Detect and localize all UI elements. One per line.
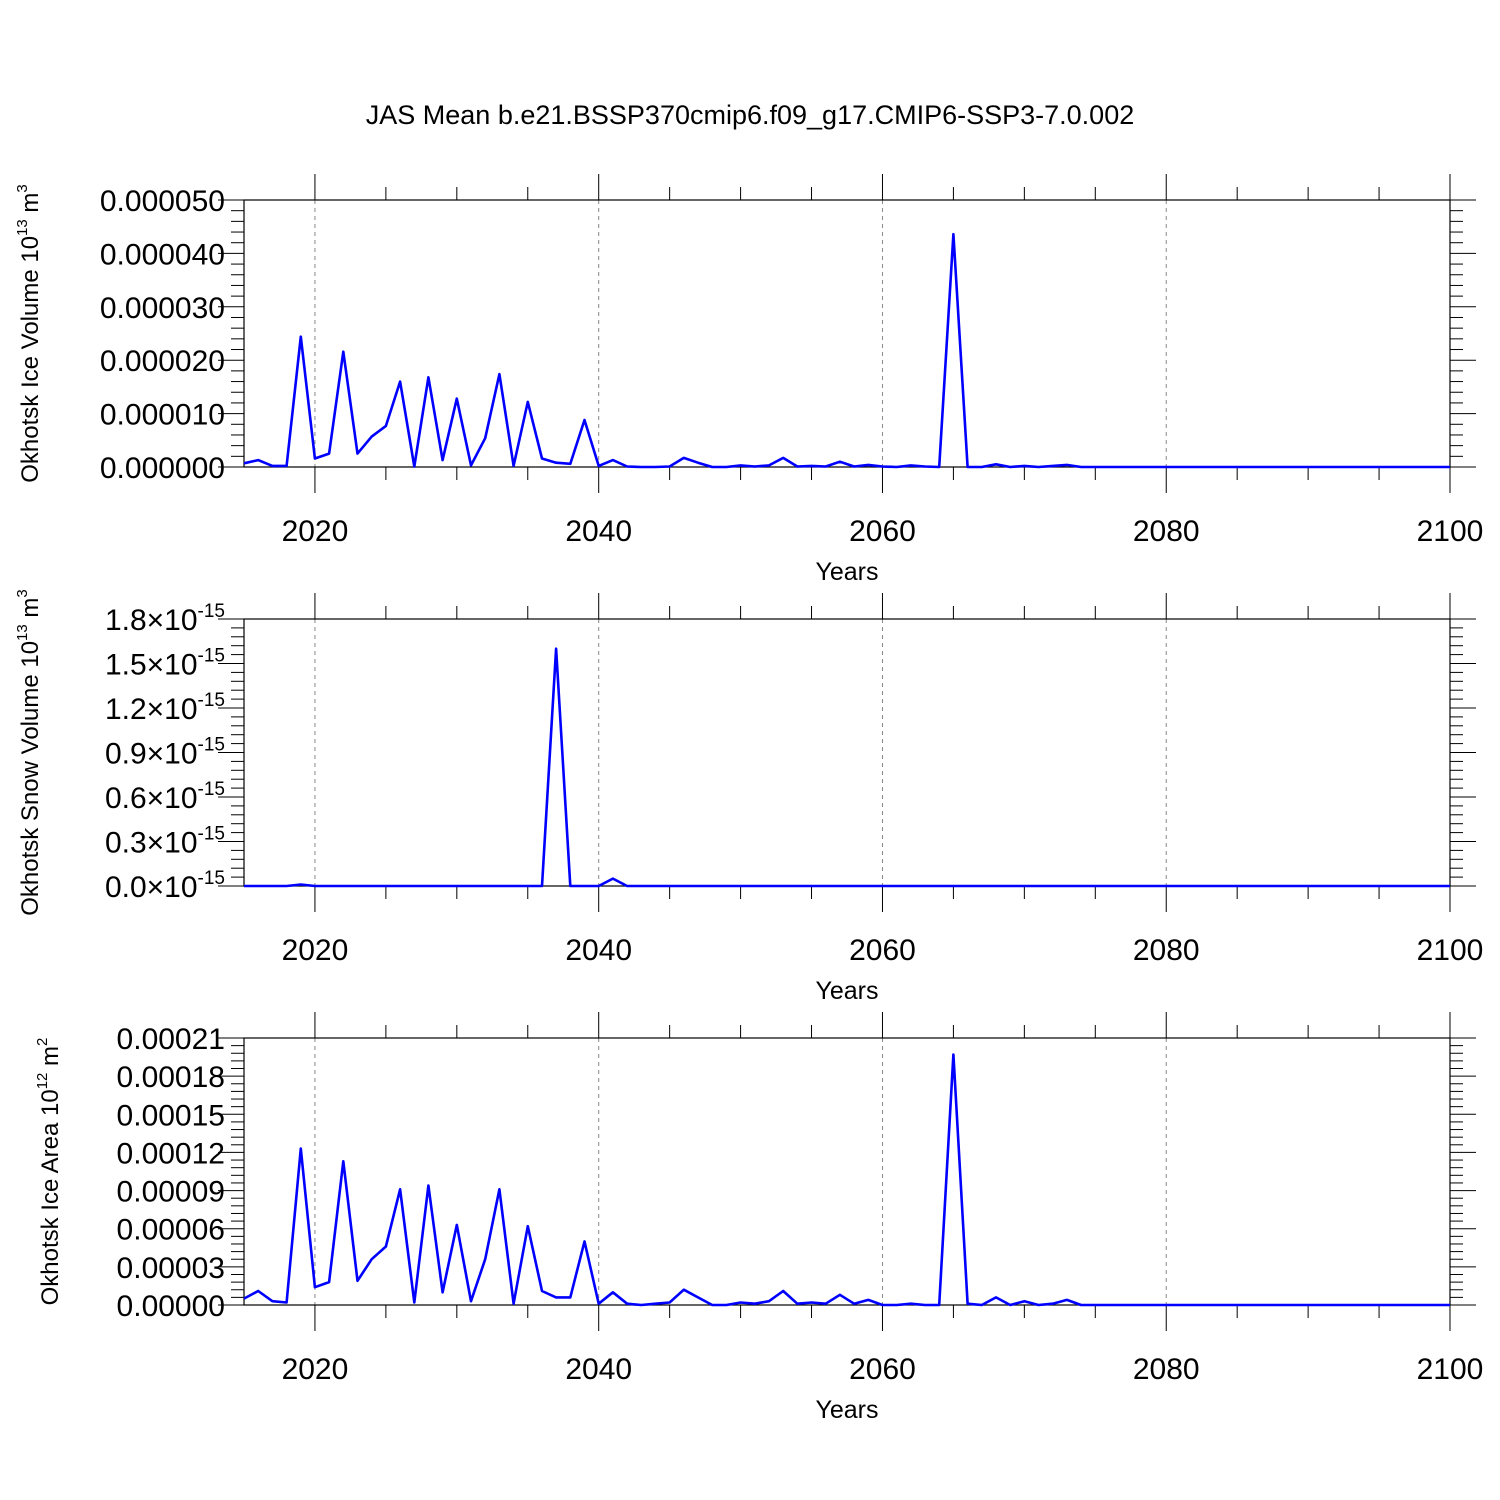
y-tick-label: 0.000020 [100, 345, 225, 378]
y-tick-label: 1.5×10-15 [105, 646, 225, 682]
y-tick-label: 0.00021 [117, 1023, 225, 1056]
y-tick-label: 0.00000 [117, 1290, 225, 1323]
y-tick-label: 0.00012 [117, 1137, 225, 1170]
y-axis-label: Okhotsk Ice Area 1012 m2 [34, 1038, 64, 1306]
x-axis-label: Years [815, 558, 878, 586]
x-axis-label: Years [815, 977, 878, 1005]
chart-panel-3: 2020 2040 2060 2080 2100 Years 0.00000 0.00003 0… [34, 1012, 1483, 1424]
series-line [244, 647, 1450, 888]
chart-panel-2: 2020 2040 2060 2080 2100 Years 0.0×10-15 0.3×10… [14, 589, 1483, 1005]
x-tick-label: 2080 [1133, 1353, 1200, 1386]
series-line [243, 1053, 1450, 1307]
x-tick-label: 2060 [849, 934, 916, 967]
x-tick-label: 2100 [1417, 934, 1484, 967]
y-tick-label: 0.000000 [100, 452, 225, 485]
y-tick-label: 1.2×10-15 [105, 690, 225, 726]
y-tick-label: 1.8×10-15 [105, 601, 225, 637]
x-tick-label: 2100 [1417, 1353, 1484, 1386]
y-tick-label: 0.00006 [117, 1214, 225, 1247]
x-tick-label: 2040 [565, 515, 632, 548]
y-tick-label: 0.00009 [117, 1176, 225, 1209]
y-tick-label: 0.00003 [117, 1252, 225, 1285]
x-tick-label: 2080 [1133, 934, 1200, 967]
figure-title: JAS Mean b.e21.BSSP370cmip6.f09_g17.CMIP… [366, 100, 1134, 130]
plot-frame [243, 199, 1451, 468]
y-tick-label: 0.00018 [117, 1061, 225, 1094]
y-axis-label: Okhotsk Ice Volume 1013 m3 [14, 184, 44, 483]
y-tick-label: 0.0×10-15 [105, 868, 225, 904]
panels: 2020 2040 2060 2080 2100 Years 0.000000 0.00001… [14, 174, 1483, 1424]
y-tick-label: 0.3×10-15 [105, 824, 225, 860]
chart-panel-1: 2020 2040 2060 2080 2100 Years 0.000000 0.00001… [14, 174, 1483, 586]
y-tick-label: 0.000040 [100, 238, 225, 271]
x-tick-label: 2080 [1133, 515, 1200, 548]
x-tick-label: 2020 [282, 1353, 349, 1386]
y-tick-label: 0.000010 [100, 399, 225, 432]
x-tick-label: 2020 [282, 515, 349, 548]
y-axis-label: Okhotsk Snow Volume 1013 m3 [14, 589, 44, 916]
x-tick-label: 2020 [282, 934, 349, 967]
x-tick-label: 2040 [565, 934, 632, 967]
y-tick-label: 0.6×10-15 [105, 779, 225, 815]
y-tick-label: 0.000030 [100, 292, 225, 325]
x-tick-label: 2060 [849, 515, 916, 548]
plot-frame [243, 1037, 1451, 1306]
y-tick-label: 0.000050 [100, 185, 225, 218]
y-tick-label: 0.9×10-15 [105, 735, 225, 771]
x-tick-label: 2040 [565, 1353, 632, 1386]
series-line [243, 232, 1450, 469]
x-axis-label: Years [815, 1396, 878, 1424]
x-tick-label: 2100 [1417, 515, 1484, 548]
plot-frame [243, 618, 1451, 887]
x-tick-label: 2060 [849, 1353, 916, 1386]
y-tick-label: 0.00015 [117, 1099, 225, 1132]
